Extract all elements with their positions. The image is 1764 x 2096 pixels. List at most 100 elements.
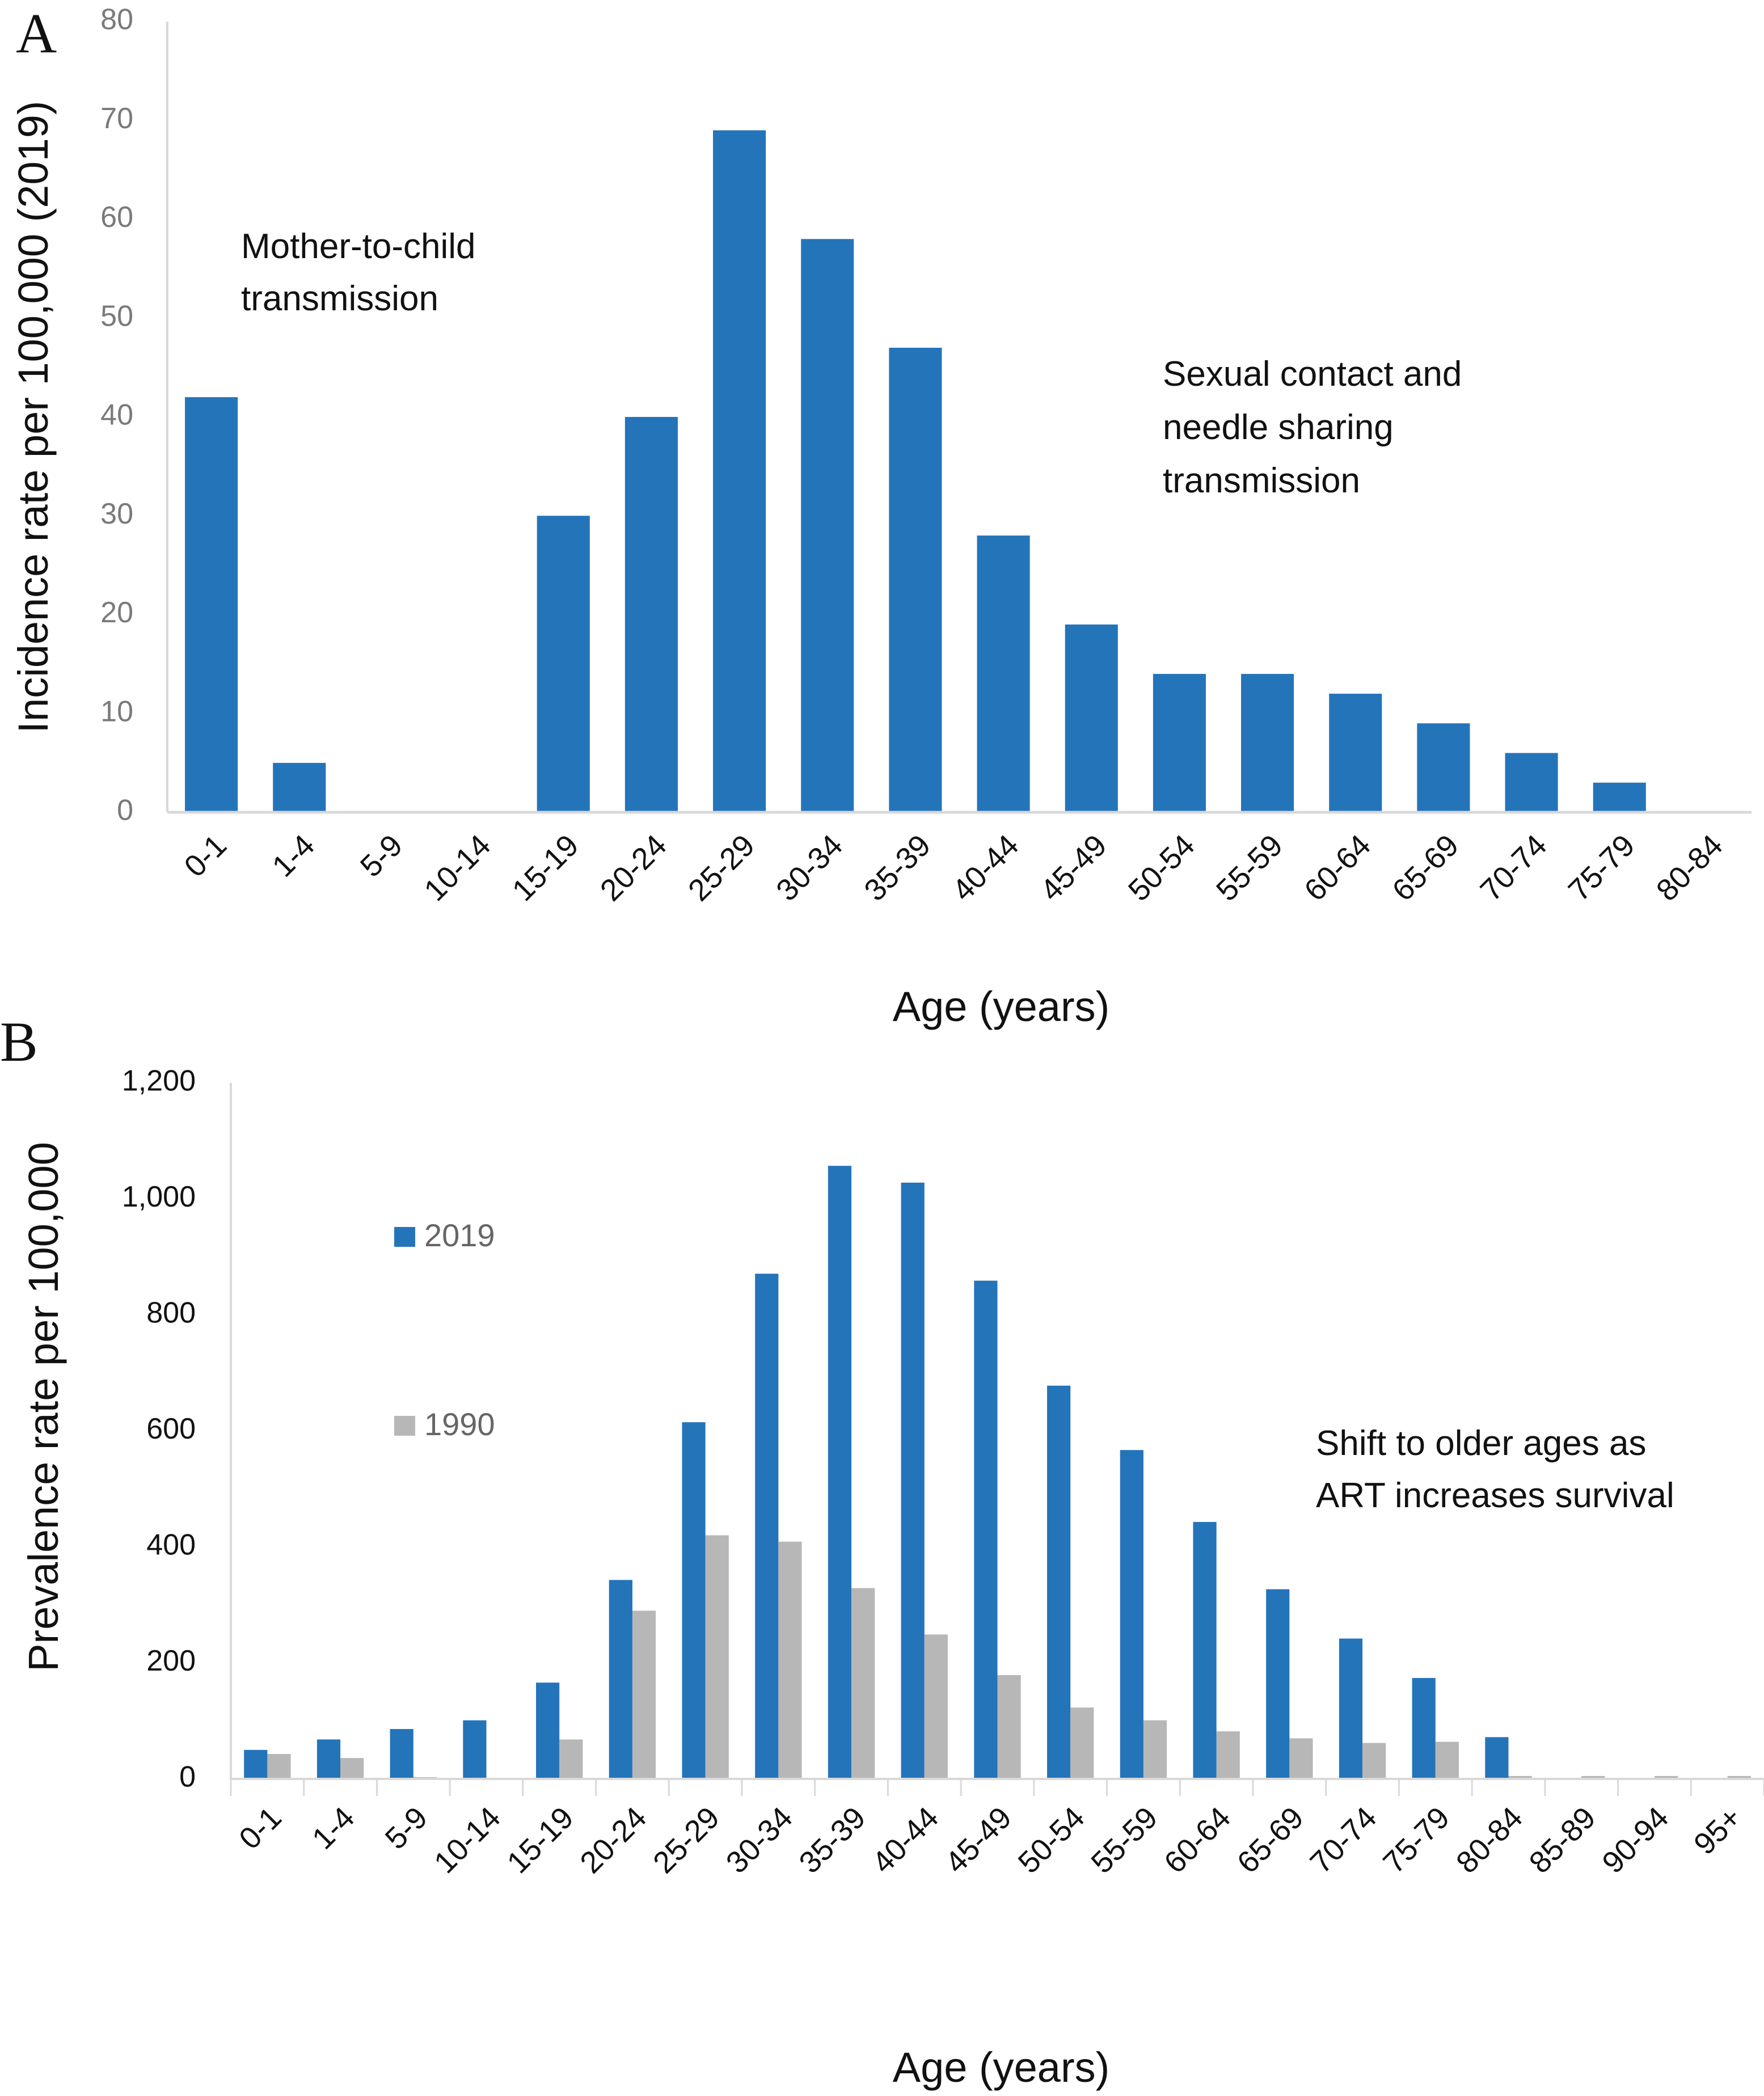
panel-a-y-tick-labels: 0 10 20 30 40 50 60 70 80 [100,3,133,827]
y-tick-label: 20 [100,596,133,629]
x-tick-label: 75-79 [1562,828,1641,908]
panel-b-x-axis-title: Age (years) [893,2044,1109,2091]
legend-swatch-1990 [394,1416,415,1436]
x-tick-label: 60-64 [1158,1800,1237,1880]
panel-a-bars [185,130,1646,813]
panel-a-annotation-mother-to-child: Mother-to-child transmission [241,227,486,318]
y-tick-label: 80 [100,3,133,36]
bar-1990-30-34 [778,1541,802,1779]
bar-1990-20-24 [632,1610,656,1779]
y-tick-label: 800 [146,1297,196,1330]
bar-1990-90-94 [1654,1776,1678,1779]
bar-2019-10-14 [463,1720,487,1779]
bar-1990-1-4 [340,1758,364,1779]
bar-2019-25-29 [713,130,766,812]
x-tick-label: 20-24 [573,1800,653,1880]
annotation-line: transmission [241,279,438,318]
bar-1990-0-1 [267,1754,291,1779]
bar-1990-95+ [1727,1776,1751,1779]
x-tick-label: 45-49 [939,1800,1018,1880]
bar-1990-15-19 [559,1739,583,1779]
x-tick-label: 35-39 [792,1800,872,1880]
legend-item-2019: 2019 [394,1217,495,1253]
bar-2019-70-74 [1339,1638,1363,1779]
y-tick-label: 1,200 [122,1065,196,1098]
bar-1990-55-59 [1143,1720,1167,1779]
panel-b-y-tick-labels: 0 200 400 600 800 1,000 1,200 [122,1065,196,1794]
panel-a-x-tick-labels: 0-1 1-4 5-9 10-14 15-19 20-24 25-29 30-34 35-39 4… [178,828,1729,908]
x-tick-label: 65-69 [1231,1800,1310,1880]
bar-1990-65-69 [1289,1738,1313,1779]
legend-label-2019: 2019 [424,1217,495,1253]
bar-2019-25-29 [682,1422,706,1779]
x-tick-label: 40-44 [866,1800,945,1880]
bar-2019-75-79 [1412,1678,1436,1779]
bar-1990-25-29 [705,1535,729,1779]
panel-b-x-tick-labels: 0-1 1-4 5-910-1415-1920-2425-2930-3435-394… [233,1800,1748,1880]
y-tick-label: 400 [146,1529,196,1562]
bar-2019-70-74 [1505,753,1558,812]
panel-b-annotation-art-shift: Shift to older ages as ART increases sur… [1316,1424,1674,1515]
bar-1990-45-49 [997,1675,1021,1779]
panel-a-y-axis-title: Incidence rate per 100,000 (2019) [10,101,57,733]
bar-2019-1-4 [316,1739,341,1779]
bar-1990-75-79 [1435,1741,1459,1779]
x-tick-label: 65-69 [1386,828,1465,908]
y-tick-label: 40 [100,399,133,432]
bar-2019-40-44 [977,535,1030,812]
panel-b-y-axis-title: Prevalence rate per 100,000 [20,1142,67,1672]
x-tick-label: 10-14 [428,1800,507,1880]
bar-1990-50-54 [1070,1707,1094,1779]
bar-1990-85-89 [1581,1776,1605,1779]
bar-2019-60-64 [1193,1522,1217,1779]
y-tick-label: 600 [146,1412,196,1445]
x-tick-label: 10-14 [417,828,497,908]
x-tick-label: 15-19 [506,828,585,908]
x-tick-label: 95+ [1687,1800,1748,1861]
bar-2019-20-24 [609,1580,632,1779]
x-tick-label: 20-24 [594,828,673,908]
x-tick-label: 5-9 [379,1800,434,1856]
x-tick-label: 70-74 [1303,1800,1383,1880]
panel-b-bars [244,1166,1751,1779]
annotation-line: ART increases survival [1316,1476,1674,1515]
annotation-line: Shift to older ages as [1316,1424,1646,1463]
x-tick-label: 85-89 [1523,1800,1602,1880]
x-tick-label: 30-34 [720,1800,799,1880]
x-tick-label: 45-49 [1034,828,1113,908]
bar-2019-55-59 [1120,1450,1143,1779]
y-tick-label: 1,000 [122,1180,196,1213]
bar-2019-75-79 [1593,782,1646,812]
legend-swatch-2019 [394,1227,415,1247]
x-tick-label: 1-4 [306,1800,361,1856]
bar-2019-5-9 [390,1729,413,1779]
bar-2019-30-34 [801,239,854,813]
panel-b-chart: B Prevalence rate per 100,000 Age (years… [0,1010,1764,2091]
x-tick-label: 25-29 [647,1800,726,1880]
panel-b-x-tick-marks [230,1779,1764,1796]
x-tick-label: 55-59 [1210,828,1289,908]
bar-2019-20-24 [624,417,678,812]
panel-a-letter: A [16,2,57,65]
y-tick-label: 0 [179,1761,196,1794]
x-tick-label: 80-84 [1450,1800,1529,1880]
bar-1990-80-84 [1508,1776,1532,1779]
x-tick-label: 60-64 [1298,828,1377,908]
x-tick-label: 40-44 [946,828,1025,908]
bar-2019-35-39 [889,348,942,812]
y-tick-label: 60 [100,201,133,234]
bar-2019-30-34 [755,1273,779,1779]
bar-2019-45-49 [1065,624,1118,812]
bar-2019-1-4 [273,762,326,812]
bar-2019-65-69 [1417,723,1470,812]
bar-2019-15-19 [536,1682,560,1779]
x-tick-label: 0-1 [233,1800,288,1856]
x-tick-label: 80-84 [1650,828,1729,908]
bar-1990-60-64 [1216,1731,1240,1779]
panel-a-chart: A Incidence rate per 100,000 (2019) Age … [10,2,1752,1030]
bar-2019-55-59 [1241,674,1294,812]
x-tick-label: 90-94 [1596,1800,1675,1880]
bar-2019-80-84 [1485,1737,1509,1779]
y-tick-label: 70 [100,102,133,135]
bar-2019-35-39 [828,1166,852,1779]
